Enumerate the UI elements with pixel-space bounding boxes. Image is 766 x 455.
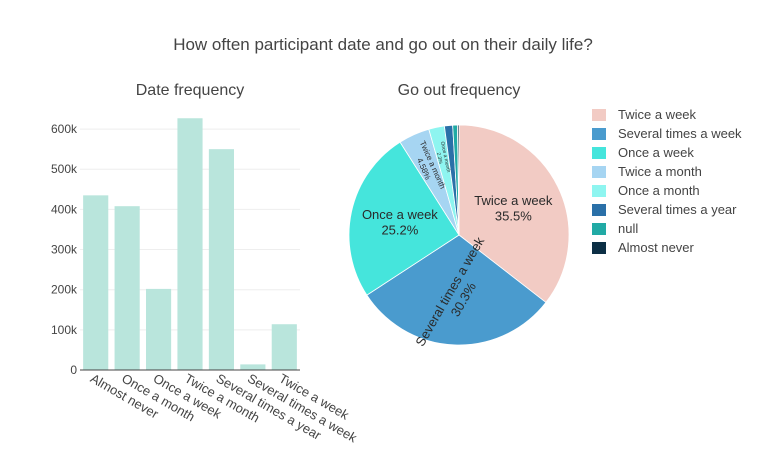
- legend-item[interactable]: Twice a week: [592, 107, 697, 122]
- y-tick-label: 200k: [51, 283, 78, 297]
- legend-item[interactable]: Twice a month: [592, 164, 702, 179]
- legend-item[interactable]: Several times a year: [592, 202, 737, 217]
- bar[interactable]: [240, 364, 266, 370]
- y-tick-label: 400k: [51, 202, 78, 216]
- pie-slice[interactable]: [457, 124, 460, 236]
- bar[interactable]: [177, 118, 203, 370]
- legend-swatch: [592, 166, 606, 178]
- pie-chart-title: Go out frequency: [398, 82, 521, 99]
- legend-label: Twice a week: [618, 107, 697, 122]
- legend-item[interactable]: Once a month: [592, 183, 700, 198]
- legend-swatch: [592, 128, 606, 140]
- bar[interactable]: [208, 149, 234, 370]
- legend-label: Several times a week: [618, 126, 742, 141]
- legend-swatch: [592, 223, 606, 235]
- legend-label: Once a week: [618, 145, 694, 160]
- legend-label: Several times a year: [618, 202, 737, 217]
- y-tick-label: 500k: [51, 162, 78, 176]
- legend-swatch: [592, 109, 606, 121]
- bar[interactable]: [114, 206, 140, 370]
- y-tick-label: 0: [70, 363, 77, 377]
- pie-slice[interactable]: [458, 124, 570, 303]
- legend-label: null: [618, 221, 638, 236]
- pie-slice[interactable]: [366, 234, 547, 346]
- legend-label: Almost never: [618, 240, 695, 255]
- figure-title: How often participant date and go out on…: [173, 35, 593, 54]
- legend-label: Once a month: [618, 183, 700, 198]
- legend-swatch: [592, 147, 606, 159]
- legend-item[interactable]: Once a week: [592, 145, 694, 160]
- legend-swatch: [592, 185, 606, 197]
- y-tick-label: 100k: [51, 323, 78, 337]
- legend-item[interactable]: Almost never: [592, 240, 695, 255]
- legend-label: Twice a month: [618, 164, 702, 179]
- pie-legend: Twice a week Several times a week Once a w…: [592, 107, 742, 255]
- legend-swatch: [592, 204, 606, 216]
- legend-item[interactable]: Several times a week: [592, 126, 742, 141]
- bar[interactable]: [271, 324, 297, 370]
- pie-chart: Twice a week 35.5%Several times a week30.…: [348, 124, 570, 349]
- pie-slice[interactable]: [348, 141, 460, 296]
- bar[interactable]: [83, 195, 109, 370]
- pie-slice-label: Once a week 25.2%: [362, 207, 438, 238]
- y-tick-label: 600k: [51, 122, 78, 136]
- pie-slice-label: Twice a week 35.5%: [474, 193, 553, 224]
- legend-swatch: [592, 242, 606, 254]
- y-tick-label: 300k: [51, 243, 78, 257]
- bar[interactable]: [146, 288, 172, 370]
- bar-chart-title: Date frequency: [136, 82, 245, 99]
- legend-item[interactable]: null: [592, 221, 638, 236]
